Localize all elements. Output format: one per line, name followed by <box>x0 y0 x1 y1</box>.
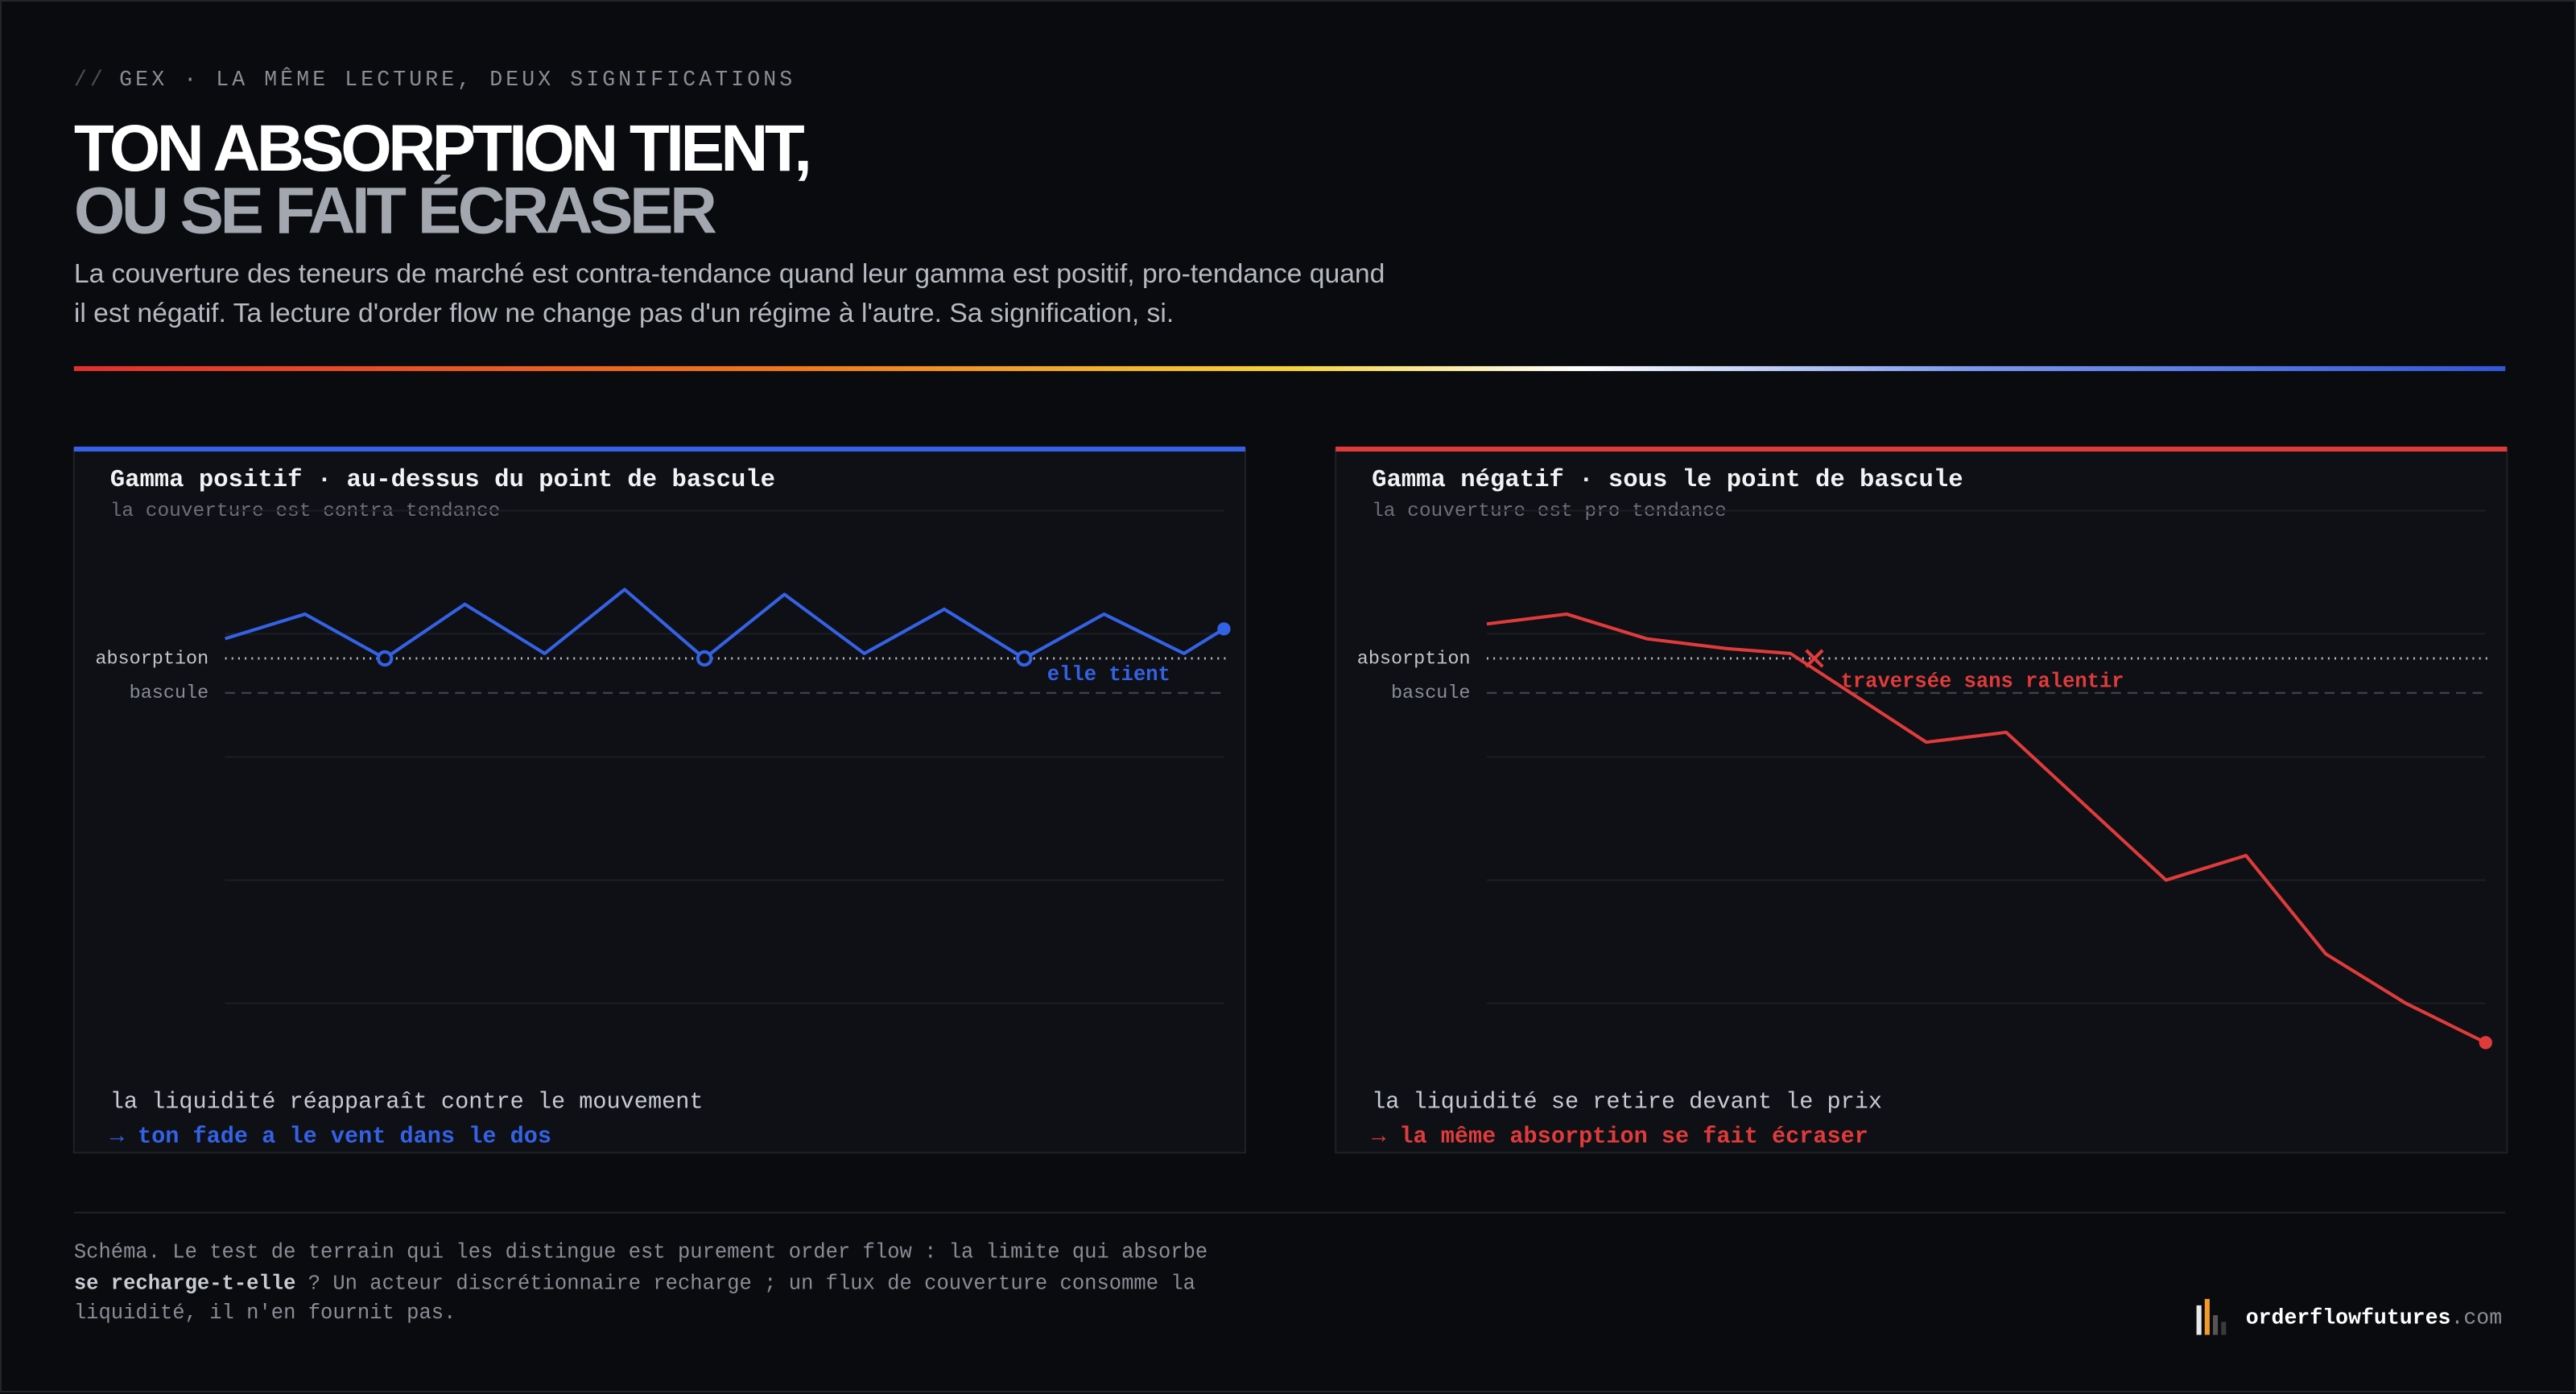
reference-label: bascule <box>1391 683 1471 704</box>
hold-point <box>376 650 394 667</box>
footnote-text: Schéma. Le test de terrain qui les disti… <box>73 1241 1208 1264</box>
brand: orderflowfutures.com <box>2193 1298 2502 1335</box>
panel-accent <box>73 446 1245 452</box>
footnote: Schéma. Le test de terrain qui les disti… <box>74 1238 1224 1329</box>
subtitle: La couverture des teneurs de marché est … <box>73 259 1385 329</box>
series-line <box>1486 612 2487 1045</box>
annotation: traversée sans ralentir <box>1841 670 2124 693</box>
panel <box>1335 447 2508 1154</box>
hold-point <box>696 650 713 667</box>
panel-title: Gamma positif · au-dessus du point de ba… <box>110 467 775 494</box>
series-line <box>224 588 1225 661</box>
brand-icon <box>2196 1298 2227 1335</box>
caption: la liquidité réapparaît contre le mouvem… <box>110 1088 704 1115</box>
caption: la liquidité se retire devant le prix <box>1372 1088 1882 1115</box>
footnote-emphasis: se recharge-t-elle <box>73 1272 296 1295</box>
kicker-text: GEX · LA MÊME LECTURE, DEUX SIGNIFICATIO… <box>119 67 796 93</box>
separator <box>73 1211 2506 1214</box>
conclusion: → ton fade a le vent dans le dos <box>110 1123 551 1149</box>
gradient-rule <box>73 365 2506 372</box>
crossing-marker <box>1805 649 1824 668</box>
title: OU SE FAIT ÉCRASER <box>73 175 717 249</box>
reference-label: bascule <box>130 683 209 704</box>
end-point <box>2479 1036 2492 1050</box>
title: TON ABSORPTION TIENT, <box>73 113 812 186</box>
kicker: // GEX · LA MÊME LECTURE, DEUX SIGNIFICAT… <box>74 68 795 93</box>
panel-accent <box>1335 446 2508 452</box>
panel <box>72 447 1246 1154</box>
end-point <box>1217 622 1231 636</box>
brand-text: orderflowfutures.com <box>2246 1305 2502 1330</box>
reference-label: absorption <box>1357 648 1471 670</box>
footnote-text: ? Un acteur discrétionnaire recharge ; u… <box>73 1272 1195 1326</box>
conclusion: → la même absorption se fait écraser <box>1372 1123 1868 1149</box>
crossing-stroke <box>1805 649 1824 668</box>
brand-tld: .com <box>2450 1304 2503 1330</box>
panel-title: Gamma négatif · sous le point de bascule <box>1372 467 1963 494</box>
kicker-prefix: // <box>73 67 106 93</box>
brand-name: orderflowfutures <box>2245 1304 2451 1330</box>
hold-point <box>1016 650 1033 667</box>
annotation: elle tient <box>1047 663 1170 687</box>
reference-label: absorption <box>95 648 208 670</box>
